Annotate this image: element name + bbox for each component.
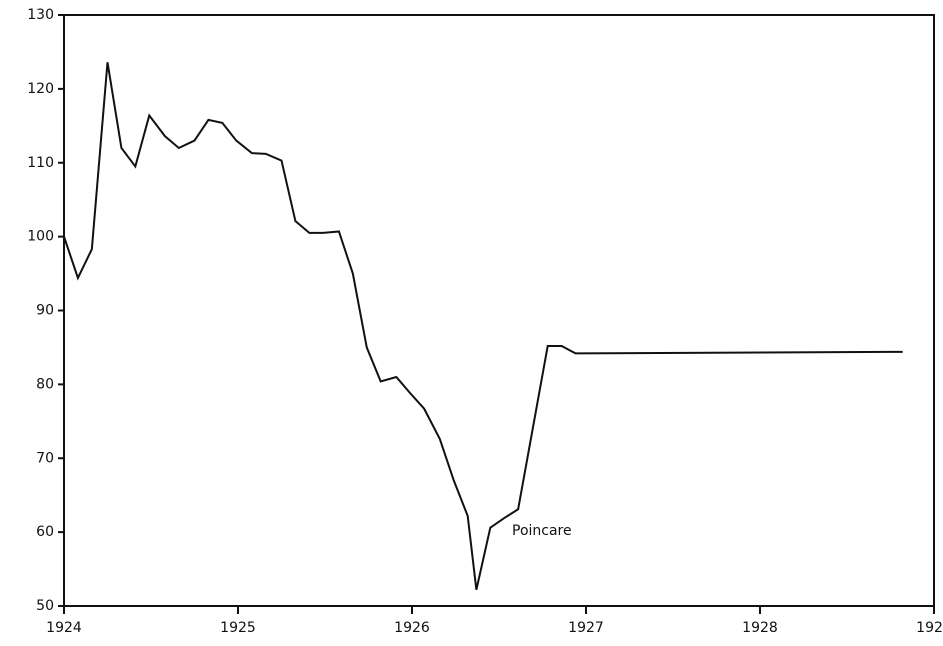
y-tick-label: 120 [27, 81, 54, 97]
y-tick-label: 110 [27, 155, 54, 171]
x-tick-label: 1928 [742, 620, 778, 636]
annotation: Poincare [512, 523, 572, 539]
y-tick-label: 70 [36, 450, 54, 466]
x-tick-label: 1925 [220, 620, 256, 636]
y-tick-label: 90 [36, 303, 54, 319]
plot-frame [63, 14, 935, 607]
x-tick-label: 1926 [394, 620, 430, 636]
x-tick-label: 1924 [46, 620, 82, 636]
x-tick-label: 1927 [568, 620, 604, 636]
y-tick-label: 50 [36, 598, 54, 614]
x-tick-label: 1929 [916, 620, 943, 636]
line [63, 62, 903, 590]
y-tick-label: 80 [36, 376, 54, 392]
y-tick-label: 100 [27, 229, 54, 245]
y-tick-label: 60 [36, 524, 54, 540]
y-tick-label: 130 [27, 7, 54, 23]
